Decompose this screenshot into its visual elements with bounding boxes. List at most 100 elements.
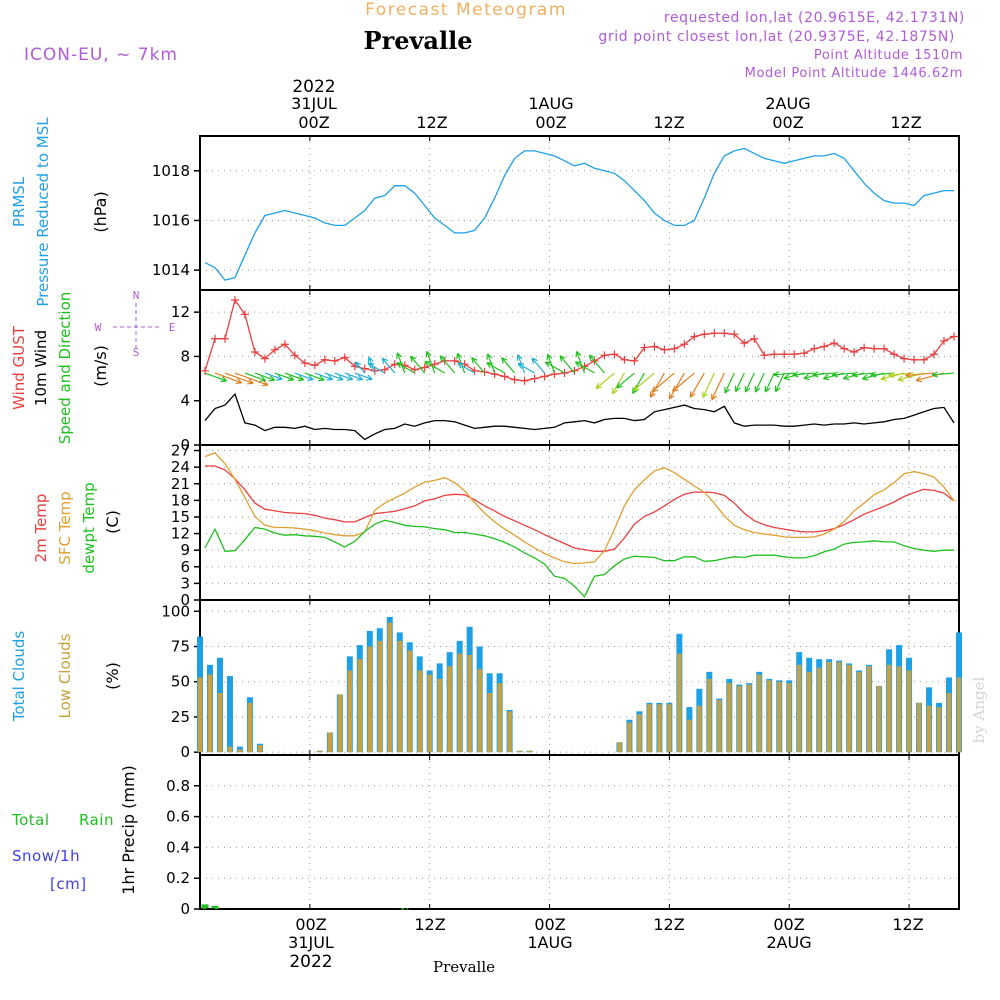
clouds-unit: (%) [103, 662, 122, 690]
gust-marker [620, 355, 629, 364]
gust-marker [770, 350, 779, 359]
gust-marker [790, 350, 799, 359]
compass-west: W [95, 321, 102, 334]
top-date-31jul: 31JUL [291, 94, 337, 113]
gust-marker [520, 376, 529, 385]
gust-marker [530, 374, 539, 383]
low-cloud-bar [747, 684, 752, 753]
y-tick-label: 0.6 [166, 808, 190, 826]
gust-marker [830, 339, 839, 348]
low-cloud-bar [517, 750, 522, 753]
gust-marker [240, 310, 249, 319]
low-cloud-bar [727, 683, 732, 753]
low-cloud-bar [846, 664, 852, 753]
low-cloud-bar [866, 666, 872, 753]
gust-marker [500, 372, 509, 381]
low-cloud-bar [207, 674, 213, 753]
gust-marker [680, 340, 689, 349]
gust-marker [950, 332, 959, 341]
wind-direction-arrow [773, 371, 795, 378]
top-tick-label: 00Z [535, 113, 566, 132]
grid-point-coords: grid point closest lon,lat (20.9375E, 42… [598, 29, 955, 45]
wind-direction-arrow [344, 372, 364, 381]
pressure-label-prmsl: PRMSL [10, 176, 28, 227]
low-cloud-bar [886, 664, 892, 753]
pressure-unit: (hPa) [91, 191, 110, 232]
gust-marker [480, 367, 489, 376]
low-cloud-bar [477, 669, 482, 753]
wind-direction-arrow [689, 372, 705, 398]
wind-direction-arrow [544, 361, 565, 374]
low-cloud-bar [617, 742, 622, 753]
gust-marker [340, 353, 349, 362]
low-cloud-bar [777, 681, 782, 753]
bottom-year: 2022 [289, 952, 332, 972]
wind-direction-arrow [396, 362, 416, 374]
gust-line [204, 298, 955, 382]
gust-marker [560, 369, 569, 378]
y-tick-label: 6 [180, 558, 190, 576]
wind-direction-arrow [439, 355, 456, 374]
low-cloud-bar [487, 693, 492, 753]
y-tick-label: 0 [180, 436, 190, 454]
gust-marker [710, 329, 719, 338]
wind-direction-arrow [724, 372, 735, 394]
temp-line-2m-temp [205, 465, 955, 552]
low-cloud-bar [946, 693, 952, 753]
gust-marker [810, 344, 819, 353]
total-clouds-label: Total Clouds [10, 631, 28, 723]
temp-dewpt-label: dewpt Temp [80, 482, 98, 573]
gust-marker [330, 356, 339, 365]
wind-gust-label: Wind GUST [10, 325, 28, 410]
y-tick-label: 0.2 [166, 869, 190, 887]
gust-marker [780, 350, 789, 359]
compass-north: N [133, 289, 140, 302]
low-cloud-bar [217, 693, 223, 753]
gust-marker [820, 342, 829, 351]
gust-marker [670, 344, 679, 353]
plot-area: 1014101610180481203691215182124270255075… [152, 135, 962, 918]
top-tick-label: 00Z [772, 113, 803, 132]
gust-marker [760, 351, 769, 360]
wind-direction-arrow [204, 372, 228, 383]
y-tick-label: 0 [180, 900, 190, 918]
y-tick-label: 1016 [152, 211, 190, 229]
wind-direction-arrow [668, 372, 685, 400]
precip-bar [211, 905, 219, 909]
low-cloud-bar [787, 683, 792, 753]
compass-east: E [169, 321, 176, 334]
low-cloud-bar [387, 622, 392, 753]
bottom-date-31jul: 31JUL [288, 933, 334, 952]
low-cloud-bar [856, 671, 862, 753]
low-cloud-bar [757, 674, 762, 753]
precip-snow-unit: [cm] [50, 875, 87, 893]
y-tick-label: 1014 [152, 261, 190, 279]
bottom-date-1aug: 1AUG [527, 933, 572, 952]
wind-direction-arrow [531, 357, 546, 374]
y-tick-label: 15 [171, 508, 190, 526]
gust-marker [450, 356, 459, 365]
wind-direction-arrow [274, 372, 295, 382]
wind-direction-arrow [517, 362, 535, 374]
low-cloud-bar [507, 711, 512, 753]
wind-direction-arrow [234, 372, 269, 387]
gust-marker [920, 355, 929, 364]
low-cloud-bar [637, 714, 642, 753]
low-cloud-bar [916, 702, 922, 753]
low-cloud-bar [227, 746, 233, 753]
gust-marker [690, 332, 699, 341]
low-cloud-bar [317, 750, 323, 753]
low-cloud-bar [437, 678, 442, 753]
low-cloud-bar [876, 685, 882, 753]
wind-direction-arrow [304, 372, 325, 382]
gust-marker [660, 345, 669, 354]
wind-direction-arrow [546, 353, 556, 374]
top-date-2aug: 2AUG [765, 94, 810, 113]
wind-direction-arrow [324, 372, 344, 381]
pressure-line [204, 147, 954, 281]
wind-direction-arrow [409, 355, 426, 374]
precip-bar [201, 904, 209, 909]
y-tick-label: 18 [171, 491, 190, 509]
top-tick-label: 12Z [416, 113, 447, 132]
